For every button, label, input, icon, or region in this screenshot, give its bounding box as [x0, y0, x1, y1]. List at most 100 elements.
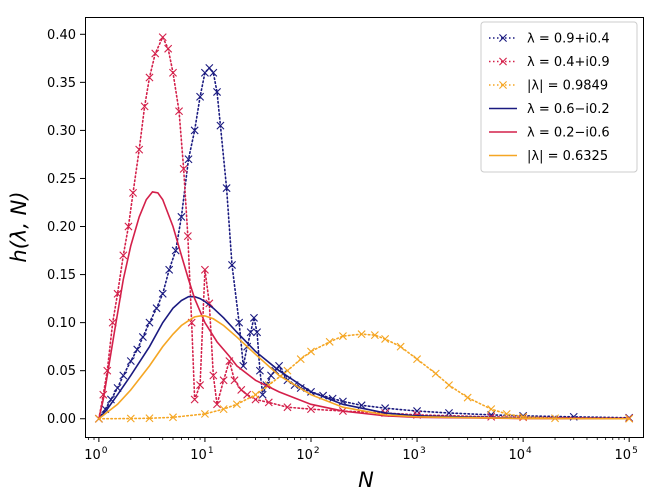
data-point	[232, 400, 241, 409]
data-point	[228, 260, 236, 269]
legend-frame	[480, 21, 638, 173]
data-point	[135, 145, 144, 154]
legend-marker	[499, 57, 507, 66]
data-point	[184, 155, 193, 164]
data-point	[183, 232, 192, 241]
data-point	[171, 246, 180, 255]
y-tick-label: 0.10	[47, 316, 76, 331]
data-point	[133, 345, 142, 354]
legend-label: λ = 0.2−i0.6	[527, 126, 610, 141]
data-point	[200, 409, 209, 418]
data-point	[357, 330, 366, 339]
data-point	[158, 33, 167, 42]
data-point	[190, 395, 199, 404]
data-point	[140, 102, 149, 111]
legend-label: |λ| = 0.6325	[527, 149, 608, 164]
data-point	[271, 366, 280, 375]
y-tick-label: 0.00	[47, 412, 76, 427]
legend-label: λ = 0.9+i0.4	[527, 32, 610, 47]
data-point	[152, 304, 161, 313]
data-point	[119, 371, 128, 380]
data-point	[126, 357, 135, 366]
data-point	[255, 366, 264, 375]
data-point	[129, 188, 138, 197]
data-point	[222, 184, 231, 193]
data-point	[502, 409, 511, 418]
data-point	[307, 405, 315, 414]
data-point	[177, 212, 186, 221]
legend-item: λ = 0.4+i0.9	[489, 55, 610, 70]
series-line	[98, 191, 630, 420]
data-point	[190, 126, 199, 135]
data-point	[325, 337, 334, 346]
data-point	[264, 398, 273, 407]
legend-label: |λ| = 0.9849	[527, 79, 608, 94]
data-point	[243, 390, 252, 399]
data-point	[213, 87, 222, 96]
x-tick-label: 101	[190, 446, 213, 463]
series-3	[94, 330, 634, 423]
data-point	[124, 222, 133, 231]
data-point	[216, 121, 225, 130]
legend-label: λ = 0.4+i0.9	[527, 55, 610, 70]
legend-item: λ = 0.2−i0.6	[489, 126, 610, 141]
legend: λ = 0.9+i0.4 λ = 0.4+i0.9 |λ| = 0.9849 λ = …	[480, 21, 638, 173]
data-point	[213, 400, 222, 409]
data-point	[126, 414, 135, 423]
data-point	[209, 68, 218, 77]
data-point	[253, 328, 262, 337]
data-point	[151, 49, 160, 58]
data-point	[307, 347, 315, 356]
data-point	[138, 333, 147, 342]
data-point	[413, 355, 422, 364]
legend-marker	[499, 81, 507, 89]
series-1	[94, 63, 634, 423]
data-point	[487, 405, 496, 414]
series-line	[98, 295, 630, 420]
data-point	[235, 318, 244, 327]
legend-item: λ = 0.9+i0.4	[489, 32, 610, 47]
series-5	[98, 191, 630, 420]
data-point	[200, 265, 209, 274]
data-point	[169, 68, 177, 77]
data-point	[249, 313, 258, 322]
data-point	[230, 376, 239, 385]
series-layer	[94, 33, 634, 423]
data-point	[258, 390, 267, 399]
data-point	[431, 369, 440, 378]
data-point	[145, 73, 154, 82]
y-tick-label: 0.20	[47, 220, 76, 235]
legend-item: |λ| = 0.9849	[489, 79, 608, 94]
data-point	[396, 342, 405, 351]
data-point	[119, 251, 128, 260]
data-point	[179, 164, 188, 173]
x-tick-label: 104	[508, 446, 532, 463]
data-point	[165, 265, 174, 274]
data-point	[413, 407, 422, 416]
data-point	[164, 44, 173, 53]
data-point	[145, 414, 154, 423]
data-point	[169, 413, 177, 422]
y-axis-title: h(λ, N)	[7, 191, 31, 262]
x-axis-title: N	[358, 468, 374, 492]
x-tick-label: 103	[402, 446, 425, 463]
legend-marker	[499, 34, 507, 42]
x-tick-label: 102	[296, 446, 319, 463]
data-point	[205, 299, 214, 308]
data-point	[196, 381, 205, 390]
data-point	[158, 289, 167, 298]
y-axis: 0.00 0.05 0.10 0.15 0.20 0.25 0.30 0.35 0.40	[47, 28, 85, 427]
series-6	[98, 315, 630, 420]
series-line	[98, 35, 630, 420]
data-point	[338, 332, 347, 341]
data-point	[145, 318, 154, 327]
y-tick-label: 0.15	[47, 268, 76, 283]
x-tick-label: 105	[615, 446, 638, 463]
data-point	[283, 366, 292, 375]
data-point	[219, 376, 228, 385]
data-point	[175, 107, 184, 116]
data-point	[463, 393, 472, 402]
data-point	[196, 92, 205, 101]
series-4	[98, 295, 630, 420]
